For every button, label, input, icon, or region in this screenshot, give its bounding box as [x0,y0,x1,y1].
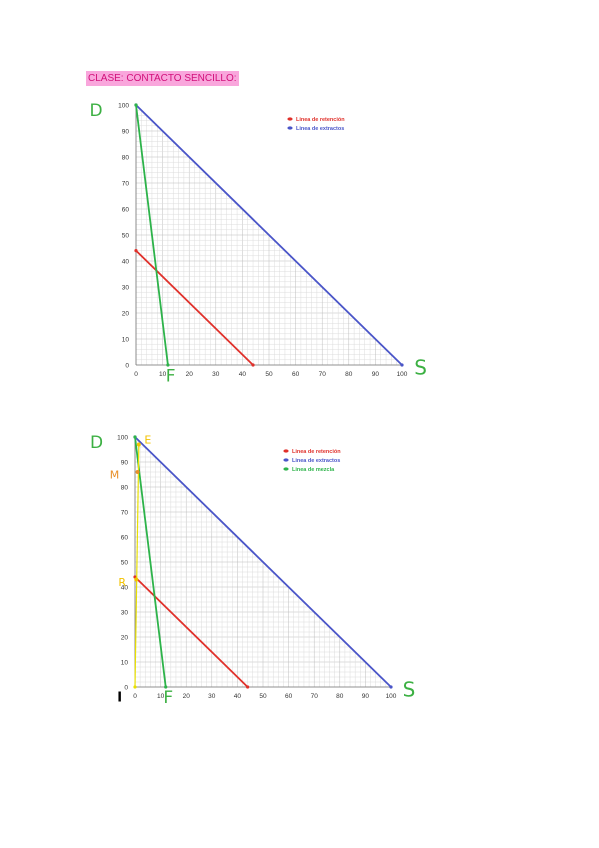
x-tick-label: 40 [239,371,247,378]
legend-swatch [283,467,289,471]
series-endpoint [164,685,168,689]
x-tick-label: 90 [362,693,370,700]
annotation-label: M [110,468,120,481]
legend-entry: Linea de retención [296,117,345,123]
y-tick-label: 70 [121,510,129,517]
y-tick-label: 0 [124,685,128,692]
y-tick-label: 60 [122,207,130,214]
x-tick-label: 70 [319,371,327,378]
y-tick-label: 30 [121,610,129,617]
point-marker [135,470,140,474]
x-tick-label: 100 [386,693,397,700]
series-endpoint [133,435,137,439]
y-tick-label: 0 [125,363,129,370]
annotation-label: E [144,433,151,446]
y-tick-label: 40 [122,259,130,266]
annotation-label: S [403,678,416,702]
x-tick-label: 50 [259,693,267,700]
series-line [135,104,403,366]
y-tick-label: 90 [122,129,130,136]
y-tick-label: 10 [122,337,130,344]
series-endpoint [134,249,138,253]
x-tick-label: 40 [234,693,242,700]
series-endpoint [389,685,393,689]
series-endpoint [133,685,137,689]
legend-entry: Linea de mezcla [292,467,335,473]
annotation-label: S [414,356,427,380]
annotation-label: I [117,691,122,706]
legend-entry: Linea de retención [292,449,341,455]
legend-swatch [283,458,289,462]
y-tick-label: 100 [117,435,128,442]
series-line [135,104,169,366]
annotation-label: D [90,101,103,121]
legend-entry: Linea de extractos [296,126,344,132]
y-tick-label: 80 [121,485,129,492]
series-line [134,443,140,688]
x-tick-label: 60 [292,371,300,378]
y-tick-label: 10 [121,660,129,667]
series-line [134,436,167,688]
y-tick-label: 40 [121,585,129,592]
y-tick-label: 20 [121,635,129,642]
page-heading: CLASE: CONTACTO SENCILLO: [86,71,239,86]
y-tick-label: 50 [121,560,129,567]
x-tick-label: 20 [183,693,191,700]
y-tick-label: 70 [122,181,130,188]
x-tick-label: 0 [133,693,137,700]
series-endpoint [251,363,255,367]
series-endpoint [246,685,250,689]
x-tick-label: 100 [397,371,408,378]
x-tick-label: 60 [285,693,293,700]
y-tick-label: 80 [122,155,130,162]
legend-entry: Linea de extractos [292,458,340,464]
x-tick-label: 20 [186,371,194,378]
legend-swatch [283,449,289,453]
x-tick-label: 50 [265,371,273,378]
series-endpoint [166,363,170,367]
series-line [134,436,392,688]
y-tick-label: 50 [122,233,130,240]
point-marker [136,442,141,447]
x-tick-label: 70 [311,693,319,700]
x-tick-label: 10 [159,371,167,378]
x-tick-label: 80 [345,371,353,378]
y-tick-label: 20 [122,311,130,318]
x-tick-label: 30 [212,371,220,378]
annotation-label: R [118,576,126,589]
legend-swatch [287,126,293,130]
y-tick-label: 90 [121,460,129,467]
series-endpoint [400,363,404,367]
annotation-label: D [90,433,103,453]
y-tick-label: 30 [122,285,130,292]
x-tick-label: 80 [336,693,344,700]
x-tick-label: 10 [157,693,165,700]
x-tick-label: 30 [208,693,216,700]
legend-swatch [287,117,293,121]
series-endpoint [134,103,138,107]
y-tick-label: 100 [118,103,129,110]
grid [135,105,402,366]
x-tick-label: 90 [372,371,380,378]
point-marker [134,577,139,582]
annotation-label: F [166,366,176,386]
x-tick-label: 0 [134,371,138,378]
annotation-label: F [163,688,173,708]
y-tick-label: 60 [121,535,129,542]
